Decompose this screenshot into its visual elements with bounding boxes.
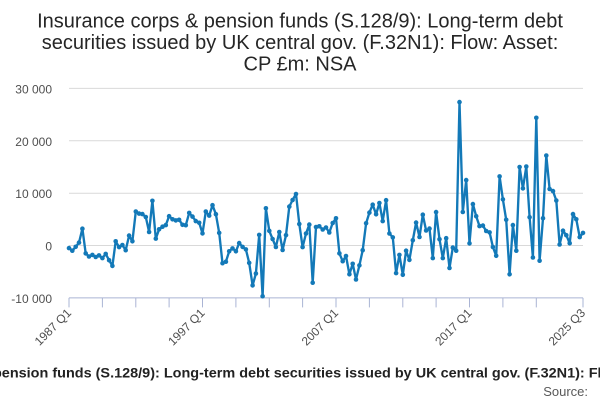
- svg-text:CP £m: NSA: CP £m: NSA: [244, 54, 358, 76]
- svg-text:20 000: 20 000: [15, 135, 52, 149]
- svg-text:securities issued by UK centra: securities issued by UK central gov. (F.…: [42, 32, 559, 54]
- svg-text:1997 Q1: 1997 Q1: [165, 306, 208, 349]
- svg-text:1987 Q1: 1987 Q1: [32, 306, 75, 349]
- svg-text:Source:: Source:: [543, 384, 588, 399]
- svg-text:30 000: 30 000: [15, 82, 52, 96]
- svg-text:Insurance corps & pension fund: Insurance corps & pension funds (S.128/9…: [37, 11, 563, 33]
- svg-text:10 000: 10 000: [15, 187, 52, 201]
- svg-text:2025 Q3: 2025 Q3: [546, 306, 589, 349]
- svg-text:2017 Q1: 2017 Q1: [432, 306, 475, 349]
- svg-text:2007 Q1: 2007 Q1: [299, 306, 342, 349]
- svg-text:Insurance corps & pension fund: Insurance corps & pension funds (S.128/9…: [0, 365, 600, 381]
- svg-text:0: 0: [45, 240, 52, 254]
- svg-text:-10 000: -10 000: [11, 292, 52, 306]
